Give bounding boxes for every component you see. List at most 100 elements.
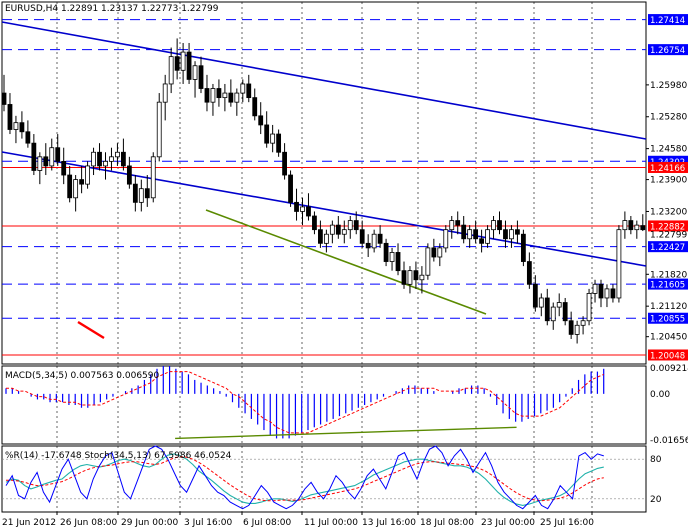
support-line bbox=[205, 209, 487, 315]
time-tick-label-5: 11 Jul 00:00 bbox=[304, 518, 358, 528]
candle-body-62 bbox=[371, 233, 377, 249]
candle-body-95 bbox=[568, 320, 574, 335]
price-tick-label-6: 1.21120 bbox=[650, 302, 687, 312]
candle-body-61 bbox=[365, 242, 371, 249]
candle-body-26 bbox=[156, 101, 162, 158]
candle-body-42 bbox=[252, 97, 258, 117]
candle-body-101 bbox=[604, 288, 610, 299]
candles bbox=[1, 38, 646, 344]
price-level-label-6: 1.21605 bbox=[650, 281, 685, 291]
candle-body-30 bbox=[180, 51, 186, 71]
macd-lines bbox=[6, 371, 604, 440]
candle-body-55 bbox=[329, 224, 335, 235]
candle-body-71 bbox=[425, 247, 431, 276]
price-level-tag-5 bbox=[648, 241, 688, 253]
candle-body-38 bbox=[228, 92, 234, 103]
candle-body-63 bbox=[377, 233, 383, 244]
time-axis: 21 Jun 2012 26 Jun 08:00 29 Jun 00:00 3 Jul… bbox=[2, 512, 594, 528]
price-level-tag-3 bbox=[648, 161, 688, 173]
candle-body-35 bbox=[210, 88, 216, 103]
candle-body-24 bbox=[144, 188, 150, 199]
candle-body-28 bbox=[168, 56, 174, 85]
candle-body-43 bbox=[258, 115, 264, 126]
williams-r-line bbox=[5, 445, 604, 510]
candle-body-33 bbox=[198, 65, 204, 89]
candle-body-107 bbox=[640, 225, 646, 231]
candle-body-93 bbox=[556, 302, 562, 308]
candle-body-10 bbox=[61, 160, 67, 176]
candle-body-65 bbox=[389, 252, 395, 262]
oscillator-pane-frame bbox=[1, 445, 647, 513]
candle-body-15 bbox=[91, 151, 96, 167]
candle-body-19 bbox=[115, 151, 120, 158]
candle-body-91 bbox=[544, 297, 550, 322]
candle-body-3 bbox=[19, 122, 25, 133]
oscillator-pane[interactable]: %R(14) -17.6748 Stoch(34,5,13) 67.5986 4… bbox=[1, 445, 647, 513]
candle-body-8 bbox=[49, 147, 55, 167]
price-level-label-5: 1.22427 bbox=[650, 243, 685, 253]
oscillator-header: %R(14) -17.6748 Stoch(34,5,13) 67.5986 4… bbox=[5, 451, 232, 461]
candle-body-106 bbox=[634, 224, 640, 231]
macd-pane-frame bbox=[1, 365, 647, 445]
candle-body-57 bbox=[341, 229, 347, 235]
candle-body-83 bbox=[497, 220, 502, 231]
candle-body-59 bbox=[353, 220, 359, 231]
candle-body-13 bbox=[79, 179, 85, 185]
stoch-signal-line bbox=[6, 456, 604, 502]
candle-body-69 bbox=[413, 270, 419, 281]
oscillator-pane-vgrid bbox=[56, 446, 593, 512]
candle-body-104 bbox=[622, 220, 628, 231]
macd-pane[interactable]: MACD(5,34,5) 0.007563 0.006590 bbox=[1, 365, 647, 445]
candle-body-1 bbox=[7, 104, 13, 130]
candle-body-75 bbox=[449, 220, 455, 231]
candle-body-17 bbox=[103, 160, 108, 167]
candle-body-77 bbox=[461, 224, 467, 240]
macd-histogram bbox=[5, 366, 605, 439]
candle-body-80 bbox=[479, 238, 485, 244]
candle-body-105 bbox=[628, 220, 634, 231]
candle-body-67 bbox=[401, 270, 407, 285]
time-tick-label-0: 21 Jun 2012 bbox=[2, 518, 56, 528]
price-tick-label-1: 1.25280 bbox=[650, 113, 687, 123]
candle-body-86 bbox=[515, 229, 520, 235]
candle-body-46 bbox=[276, 133, 282, 153]
price-level-tag-2 bbox=[648, 155, 688, 167]
candle-body-73 bbox=[437, 247, 443, 258]
candle-body-36 bbox=[216, 88, 222, 99]
candle-body-96 bbox=[574, 324, 580, 335]
candle-body-14 bbox=[85, 165, 90, 185]
red-arrow-line bbox=[77, 320, 105, 340]
price-tick-label-2: 1.24580 bbox=[650, 145, 687, 155]
candle-body-44 bbox=[264, 124, 270, 144]
candle-body-58 bbox=[347, 220, 353, 231]
candle-body-98 bbox=[586, 293, 592, 322]
price-pane[interactable]: EURUSD,H4 1.22891 1.23137 1.22773 1.2279… bbox=[1, 1, 647, 365]
time-tick-label-2: 29 Jun 00:00 bbox=[121, 518, 178, 528]
time-tick-label-4: 6 Jul 08:00 bbox=[243, 518, 292, 528]
osc-tick-label-1: 20 bbox=[650, 495, 662, 505]
price-level-label-1: 1.26754 bbox=[650, 46, 685, 56]
macd-tick-label-0: 0.009214 bbox=[650, 364, 688, 374]
candle-body-64 bbox=[383, 242, 389, 262]
channel-lower-line bbox=[1, 151, 647, 267]
candle-body-100 bbox=[598, 283, 604, 299]
time-tick-label-1: 26 Jun 08:00 bbox=[60, 518, 117, 528]
candle-body-29 bbox=[174, 56, 180, 71]
candle-body-74 bbox=[443, 229, 449, 249]
candle-body-47 bbox=[282, 151, 287, 176]
macd-header: MACD(5,34,5) 0.007563 0.006590 bbox=[5, 371, 160, 381]
candle-body-31 bbox=[186, 51, 192, 80]
price-level-label-3: 1.24166 bbox=[650, 164, 685, 174]
price-level-tag-4 bbox=[648, 220, 688, 232]
trend-lines bbox=[1, 21, 647, 340]
candle-body-18 bbox=[109, 156, 114, 162]
candle-body-84 bbox=[503, 229, 508, 240]
candle-body-70 bbox=[419, 274, 425, 281]
candle-body-99 bbox=[592, 283, 598, 294]
candle-body-11 bbox=[67, 174, 73, 199]
candle-body-88 bbox=[526, 261, 532, 285]
price-tick-label-7: 1.20450 bbox=[650, 333, 687, 343]
stoch-main-line bbox=[5, 453, 604, 506]
candle-body-5 bbox=[31, 142, 37, 171]
